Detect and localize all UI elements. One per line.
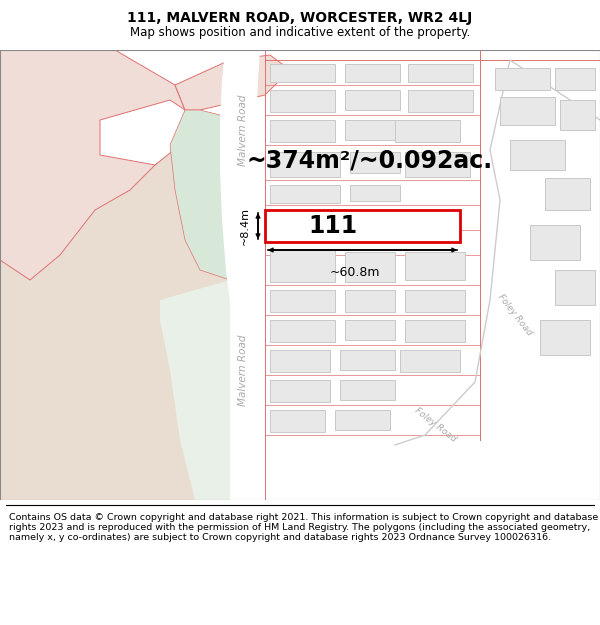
Bar [350, 152, 400, 173]
Bar [345, 290, 395, 312]
Bar [350, 185, 400, 201]
Bar [270, 290, 335, 312]
Bar [400, 350, 460, 372]
Text: Foley Road: Foley Road [496, 292, 534, 338]
Bar [270, 320, 335, 342]
Polygon shape [220, 50, 278, 500]
Bar [345, 120, 395, 140]
Polygon shape [0, 110, 230, 500]
Text: ~60.8m: ~60.8m [330, 266, 380, 279]
Bar [340, 380, 395, 400]
Text: ~374m²/~0.092ac.: ~374m²/~0.092ac. [247, 148, 493, 172]
Bar [408, 90, 473, 112]
Bar [530, 225, 580, 260]
Polygon shape [395, 380, 480, 470]
Bar [345, 90, 400, 110]
Text: Map shows position and indicative extent of the property.: Map shows position and indicative extent… [130, 26, 470, 39]
Bar [555, 270, 595, 305]
Text: Contains OS data © Crown copyright and database right 2021. This information is : Contains OS data © Crown copyright and d… [9, 512, 598, 542]
Polygon shape [480, 60, 600, 230]
Bar [270, 250, 335, 282]
Text: Foley Road: Foley Road [413, 406, 457, 444]
Bar [270, 185, 340, 203]
Polygon shape [160, 280, 230, 500]
Bar [495, 68, 550, 90]
Text: ~8.4m: ~8.4m [240, 207, 250, 245]
Bar [405, 290, 465, 312]
Bar [345, 64, 400, 82]
Bar [540, 320, 590, 355]
Bar [335, 410, 390, 430]
Text: 111: 111 [308, 214, 358, 238]
Bar [395, 120, 460, 142]
Polygon shape [175, 55, 290, 110]
Bar [545, 178, 590, 210]
Bar [265, 210, 460, 242]
Bar [510, 140, 565, 170]
Text: Malvern Road: Malvern Road [238, 94, 248, 166]
Bar [345, 252, 395, 282]
Bar [405, 152, 470, 177]
Bar [500, 97, 555, 125]
Polygon shape [100, 100, 185, 165]
Bar [345, 320, 395, 340]
Polygon shape [170, 110, 230, 280]
Bar [340, 350, 395, 370]
Bar [270, 64, 335, 82]
Bar [408, 64, 473, 82]
Bar [560, 100, 595, 130]
Bar [270, 350, 330, 372]
Polygon shape [0, 50, 185, 280]
Bar [270, 380, 330, 402]
Bar [270, 410, 325, 432]
Text: 111, MALVERN ROAD, WORCESTER, WR2 4LJ: 111, MALVERN ROAD, WORCESTER, WR2 4LJ [127, 11, 473, 25]
Bar [270, 90, 335, 112]
Bar [270, 120, 335, 142]
Bar [270, 152, 340, 177]
Bar [405, 320, 465, 342]
Bar [405, 252, 465, 280]
Bar [555, 68, 595, 90]
Text: Malvern Road: Malvern Road [238, 334, 248, 406]
